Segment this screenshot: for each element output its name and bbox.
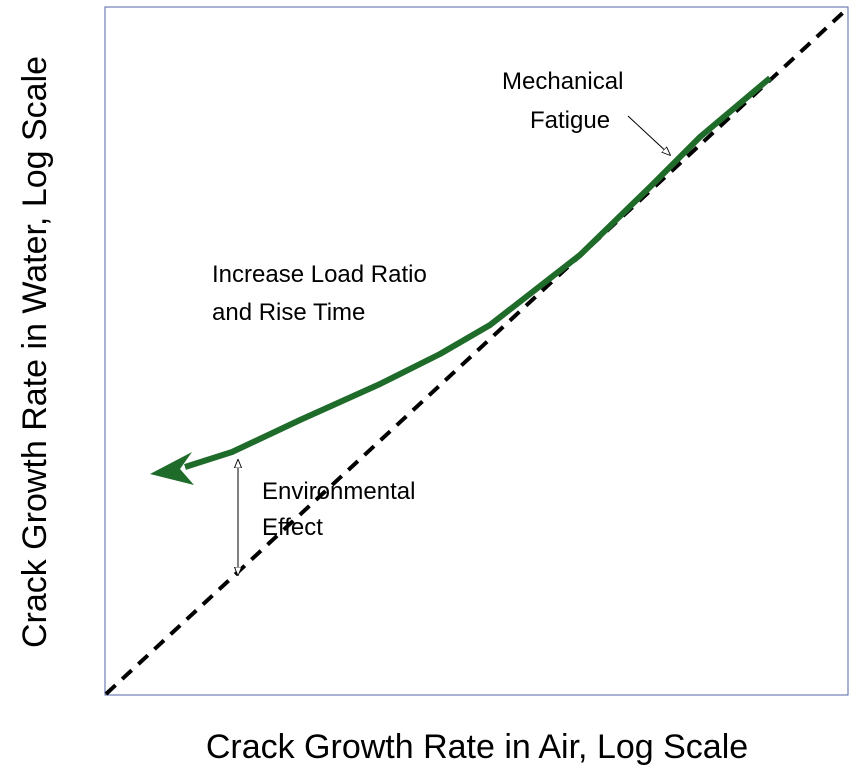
- y-axis-label: Crack Growth Rate in Water, Log Scale: [16, 56, 54, 648]
- annotation: Mechanical: [502, 68, 623, 95]
- trend-arrowhead: [150, 452, 194, 485]
- x-axis-label: Crack Growth Rate in Air, Log Scale: [206, 728, 748, 766]
- annotation: Environmental: [262, 478, 415, 505]
- annotation: Fatigue: [530, 107, 610, 134]
- plot-frame: [104, 6, 849, 696]
- annotation: and Rise Time: [212, 299, 365, 326]
- annotation: Effect: [262, 514, 323, 541]
- reference-line: [104, 6, 849, 696]
- annotation: Increase Load Ratio: [212, 261, 427, 288]
- trend-curve: [184, 75, 772, 470]
- pointer-arrow: [627, 115, 670, 155]
